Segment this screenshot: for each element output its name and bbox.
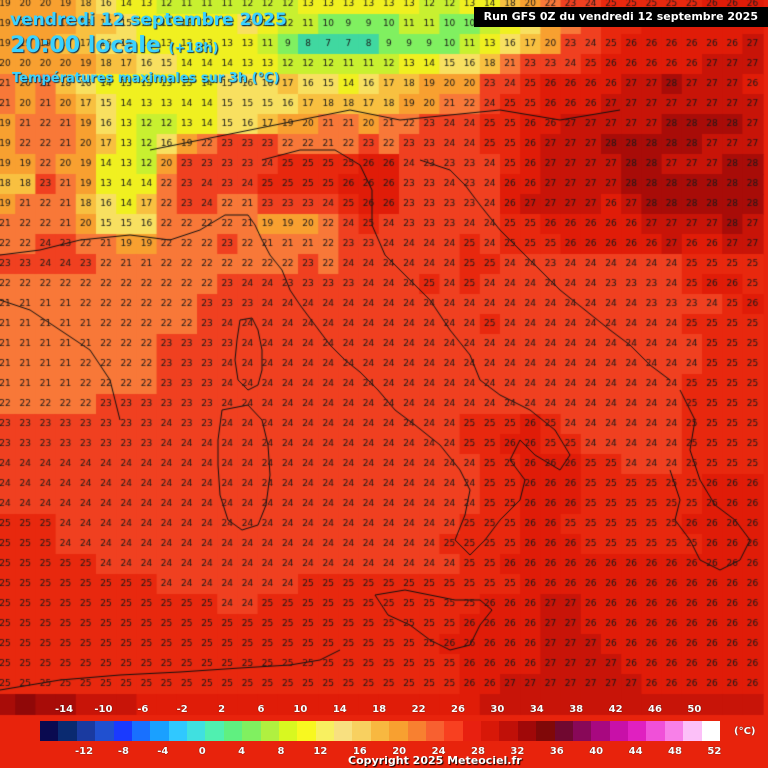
legend-label-bottom: 48 [668,746,682,757]
legend-label-bottom: 0 [198,746,206,757]
legend-label-bottom: 36 [549,746,564,757]
legend-swatch [40,721,59,741]
legend-label-top: 26 [451,704,465,715]
legend-swatch [315,721,335,741]
legend-label-bottom: 24 [431,746,446,757]
legend-swatch [554,721,574,741]
legend-swatch [352,721,372,741]
legend-label-top: 34 [529,704,544,715]
legend-swatch [389,721,409,741]
legend-label-bottom: 40 [589,746,604,757]
legend-label-bottom: 52 [707,746,722,757]
legend-swatch [223,721,243,741]
legend-swatch [517,721,537,741]
legend-label-top: 2 [218,704,226,715]
legend-label-top: 42 [608,704,623,715]
legend-label-bottom: 28 [471,746,485,757]
legend-swatch [95,721,114,741]
legend-swatch [444,721,464,741]
legend-swatch [701,721,721,741]
legend-swatch [628,721,647,741]
legend-swatch [242,721,262,741]
legend-label-top: 18 [372,704,387,715]
legend-label-bottom: 4 [238,746,246,757]
legend-label-top: 10 [293,704,308,715]
legend-swatch [609,721,629,741]
legend-swatch [76,721,96,741]
legend-swatch [572,721,592,741]
legend-swatch [536,721,556,741]
legend-swatch [370,721,390,741]
legend-swatch [187,721,206,741]
legend-label-bottom: 44 [628,746,643,757]
forecast-date: vendredi 12 septembre 2025 [10,10,287,30]
legend-swatch [683,721,703,741]
legend-swatch [168,721,188,741]
legend-label-top: 50 [687,704,702,715]
legend-swatch [664,721,684,741]
legend-label-top: 14 [332,704,347,715]
forecast-time: 20:00 locale (+18h) [10,33,219,58]
legend-swatch [646,721,666,741]
legend-swatch [297,721,317,741]
legend-swatch [425,721,445,741]
legend-label-top: 30 [490,704,505,715]
legend-swatch [499,721,519,741]
model-run-info: Run GFS 0Z du vendredi 12 septembre 2025 [473,7,768,27]
forecast-time-label: 20:00 locale [10,33,161,58]
forecast-lead-time: (+18h) [168,41,219,56]
parameter-title: Températures maximales sur 3h (°C) [12,71,280,86]
legend-label-top: 46 [648,704,662,715]
legend-unit: (°C) [734,726,756,737]
legend-swatch [58,721,78,741]
legend-swatch [113,721,133,741]
legend-label-bottom: 20 [392,746,407,757]
legend-label-top: -6 [137,704,149,715]
legend-swatch [407,721,427,741]
legend-swatch [260,721,280,741]
legend-label-bottom: 16 [352,746,367,757]
legend-label-top: -2 [176,704,188,715]
legend-swatch [131,721,151,741]
legend-swatch [481,721,500,741]
legend-label-bottom: -12 [74,746,94,757]
legend-swatch [591,721,611,741]
legend-label-top: 6 [257,704,265,715]
legend-label-top: 38 [569,704,584,715]
legend-label-top: -14 [54,704,74,715]
legend-label-bottom: 8 [277,746,285,757]
legend-label-top: -10 [94,704,113,715]
legend-label-bottom: -8 [117,746,129,757]
legend-label-bottom: 32 [510,746,525,757]
legend-label-top: 22 [411,704,426,715]
legend-swatch [150,721,170,741]
legend-label-bottom: 12 [313,746,328,757]
copyright: Copyright 2025 Meteociel.fr [348,754,522,767]
legend-swatch [205,721,225,741]
legend-label-bottom: -4 [157,746,169,757]
legend-swatch [278,721,298,741]
legend-swatch [462,721,482,741]
legend-swatch [334,721,353,741]
